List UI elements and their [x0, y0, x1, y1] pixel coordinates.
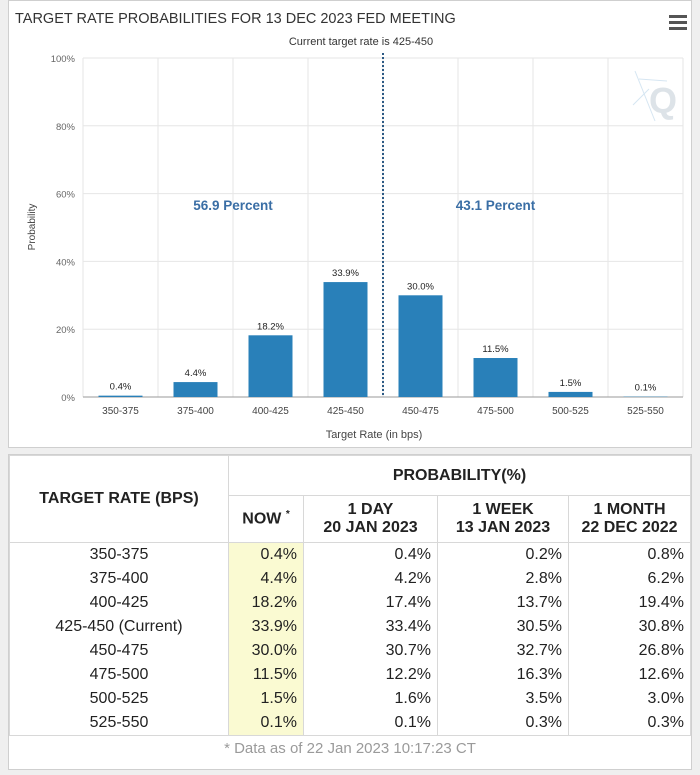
y-tick-label: 100%	[51, 54, 76, 65]
table-row: 400-425 18.2% 17.4% 13.7% 19.4%	[9, 591, 691, 615]
value-cell: 32.7%	[437, 639, 569, 663]
value-cell: 0.4%	[303, 542, 438, 567]
chart-subtitle: Current target rate is 425-450	[289, 36, 433, 48]
col-1week-header: 1 WEEK 13 JAN 2023	[437, 495, 569, 543]
x-axis-label: Target Rate (in bps)	[326, 429, 423, 441]
bar	[98, 395, 143, 397]
probability-chart: TARGET RATE PROBABILITIES FOR 13 DEC 202…	[15, 11, 684, 441]
y-axis-label: Probability	[27, 204, 38, 251]
table-row: 450-475 30.0% 30.7% 32.7% 26.8%	[9, 639, 691, 663]
bar	[323, 282, 368, 397]
value-cell: 30.5%	[437, 615, 569, 639]
rate-cell: 375-400	[9, 567, 229, 591]
probability-table: TARGET RATE (BPS) PROBABILITY(%) NOW * 1…	[9, 455, 691, 735]
value-cell: 12.2%	[303, 663, 438, 687]
rate-cell: 475-500	[9, 663, 229, 687]
y-tick-label: 80%	[56, 122, 76, 133]
value-cell: 0.3%	[437, 711, 569, 735]
now-value-cell: 1.5%	[228, 687, 304, 711]
now-value-cell: 30.0%	[228, 639, 304, 663]
value-cell: 0.2%	[437, 542, 569, 567]
right-probability-annotation: 43.1 Percent	[456, 198, 536, 213]
value-cell: 26.8%	[568, 639, 691, 663]
bar-data-label: 0.1%	[635, 383, 657, 394]
x-tick-label: 425-450	[327, 406, 364, 417]
rate-cell: 350-375	[9, 542, 229, 567]
bar-data-label: 4.4%	[185, 368, 207, 379]
bar	[548, 391, 593, 397]
now-value-cell: 4.4%	[228, 567, 304, 591]
value-cell: 0.3%	[568, 711, 691, 735]
rate-cell: 500-525	[9, 687, 229, 711]
bar-data-label: 0.4%	[110, 382, 132, 393]
value-cell: 4.2%	[303, 567, 438, 591]
data-timestamp-footnote: * Data as of 22 Jan 2023 10:17:23 CT	[9, 735, 691, 762]
now-value-cell: 11.5%	[228, 663, 304, 687]
table-row: 500-525 1.5% 1.6% 3.5% 3.0%	[9, 687, 691, 711]
q-watermark-icon: Q	[632, 70, 677, 122]
bar	[173, 382, 218, 397]
rate-cell: 400-425	[9, 591, 229, 615]
value-cell: 2.8%	[437, 567, 569, 591]
value-cell: 17.4%	[303, 591, 438, 615]
y-tick-label: 60%	[56, 190, 76, 201]
x-tick-label: 375-400	[177, 406, 214, 417]
hamburger-menu-icon[interactable]	[669, 15, 687, 31]
rate-cell: 450-475	[9, 639, 229, 663]
value-cell: 19.4%	[568, 591, 691, 615]
value-cell: 30.8%	[568, 615, 691, 639]
col-1month-header: 1 MONTH 22 DEC 2022	[568, 495, 691, 543]
value-cell: 0.1%	[303, 711, 438, 735]
x-tick-label: 450-475	[402, 406, 439, 417]
chart-panel: TARGET RATE PROBABILITIES FOR 13 DEC 202…	[8, 0, 692, 448]
bar-data-label: 30.0%	[407, 281, 434, 292]
x-tick-label: 475-500	[477, 406, 514, 417]
value-cell: 33.4%	[303, 615, 438, 639]
x-tick-label: 400-425	[252, 406, 289, 417]
value-cell: 0.8%	[568, 542, 691, 567]
y-tick-label: 0%	[61, 393, 75, 404]
chart-title: TARGET RATE PROBABILITIES FOR 13 DEC 202…	[15, 11, 456, 27]
y-tick-label: 20%	[56, 325, 76, 336]
left-probability-annotation: 56.9 Percent	[193, 198, 273, 213]
col-1day-header: 1 DAY 20 JAN 2023	[303, 495, 438, 543]
value-cell: 1.6%	[303, 687, 438, 711]
bar-data-label: 33.9%	[332, 268, 359, 279]
value-cell: 6.2%	[568, 567, 691, 591]
value-cell: 13.7%	[437, 591, 569, 615]
table-row: 375-400 4.4% 4.2% 2.8% 6.2%	[9, 567, 691, 591]
bar	[398, 295, 443, 397]
now-value-cell: 0.1%	[228, 711, 304, 735]
bar	[248, 335, 293, 397]
table-row: 525-550 0.1% 0.1% 0.3% 0.3%	[9, 711, 691, 735]
probability-table-panel: TARGET RATE (BPS) PROBABILITY(%) NOW * 1…	[8, 454, 692, 770]
bar-data-label: 11.5%	[482, 344, 509, 355]
bar-data-label: 18.2%	[257, 321, 284, 332]
now-value-cell: 18.2%	[228, 591, 304, 615]
x-tick-label: 525-550	[627, 406, 664, 417]
x-tick-label: 500-525	[552, 406, 589, 417]
value-cell: 3.0%	[568, 687, 691, 711]
y-tick-label: 40%	[56, 257, 76, 268]
bar-data-label: 1.5%	[560, 378, 582, 389]
probability-header: PROBABILITY(%)	[228, 455, 691, 496]
rate-header: TARGET RATE (BPS)	[9, 455, 229, 543]
x-tick-label: 350-375	[102, 406, 139, 417]
table-row: 475-500 11.5% 12.2% 16.3% 12.6%	[9, 663, 691, 687]
rate-cell: 425-450 (Current)	[9, 615, 229, 639]
rate-cell: 525-550	[9, 711, 229, 735]
table-row: 425-450 (Current) 33.9% 33.4% 30.5% 30.8%	[9, 615, 691, 639]
col-now-header: NOW *	[228, 495, 304, 543]
svg-text:Q: Q	[649, 80, 677, 121]
table-row: 350-375 0.4% 0.4% 0.2% 0.8%	[9, 542, 691, 567]
now-value-cell: 0.4%	[228, 542, 304, 567]
value-cell: 12.6%	[568, 663, 691, 687]
value-cell: 3.5%	[437, 687, 569, 711]
value-cell: 16.3%	[437, 663, 569, 687]
value-cell: 30.7%	[303, 639, 438, 663]
now-value-cell: 33.9%	[228, 615, 304, 639]
bar	[473, 358, 518, 397]
